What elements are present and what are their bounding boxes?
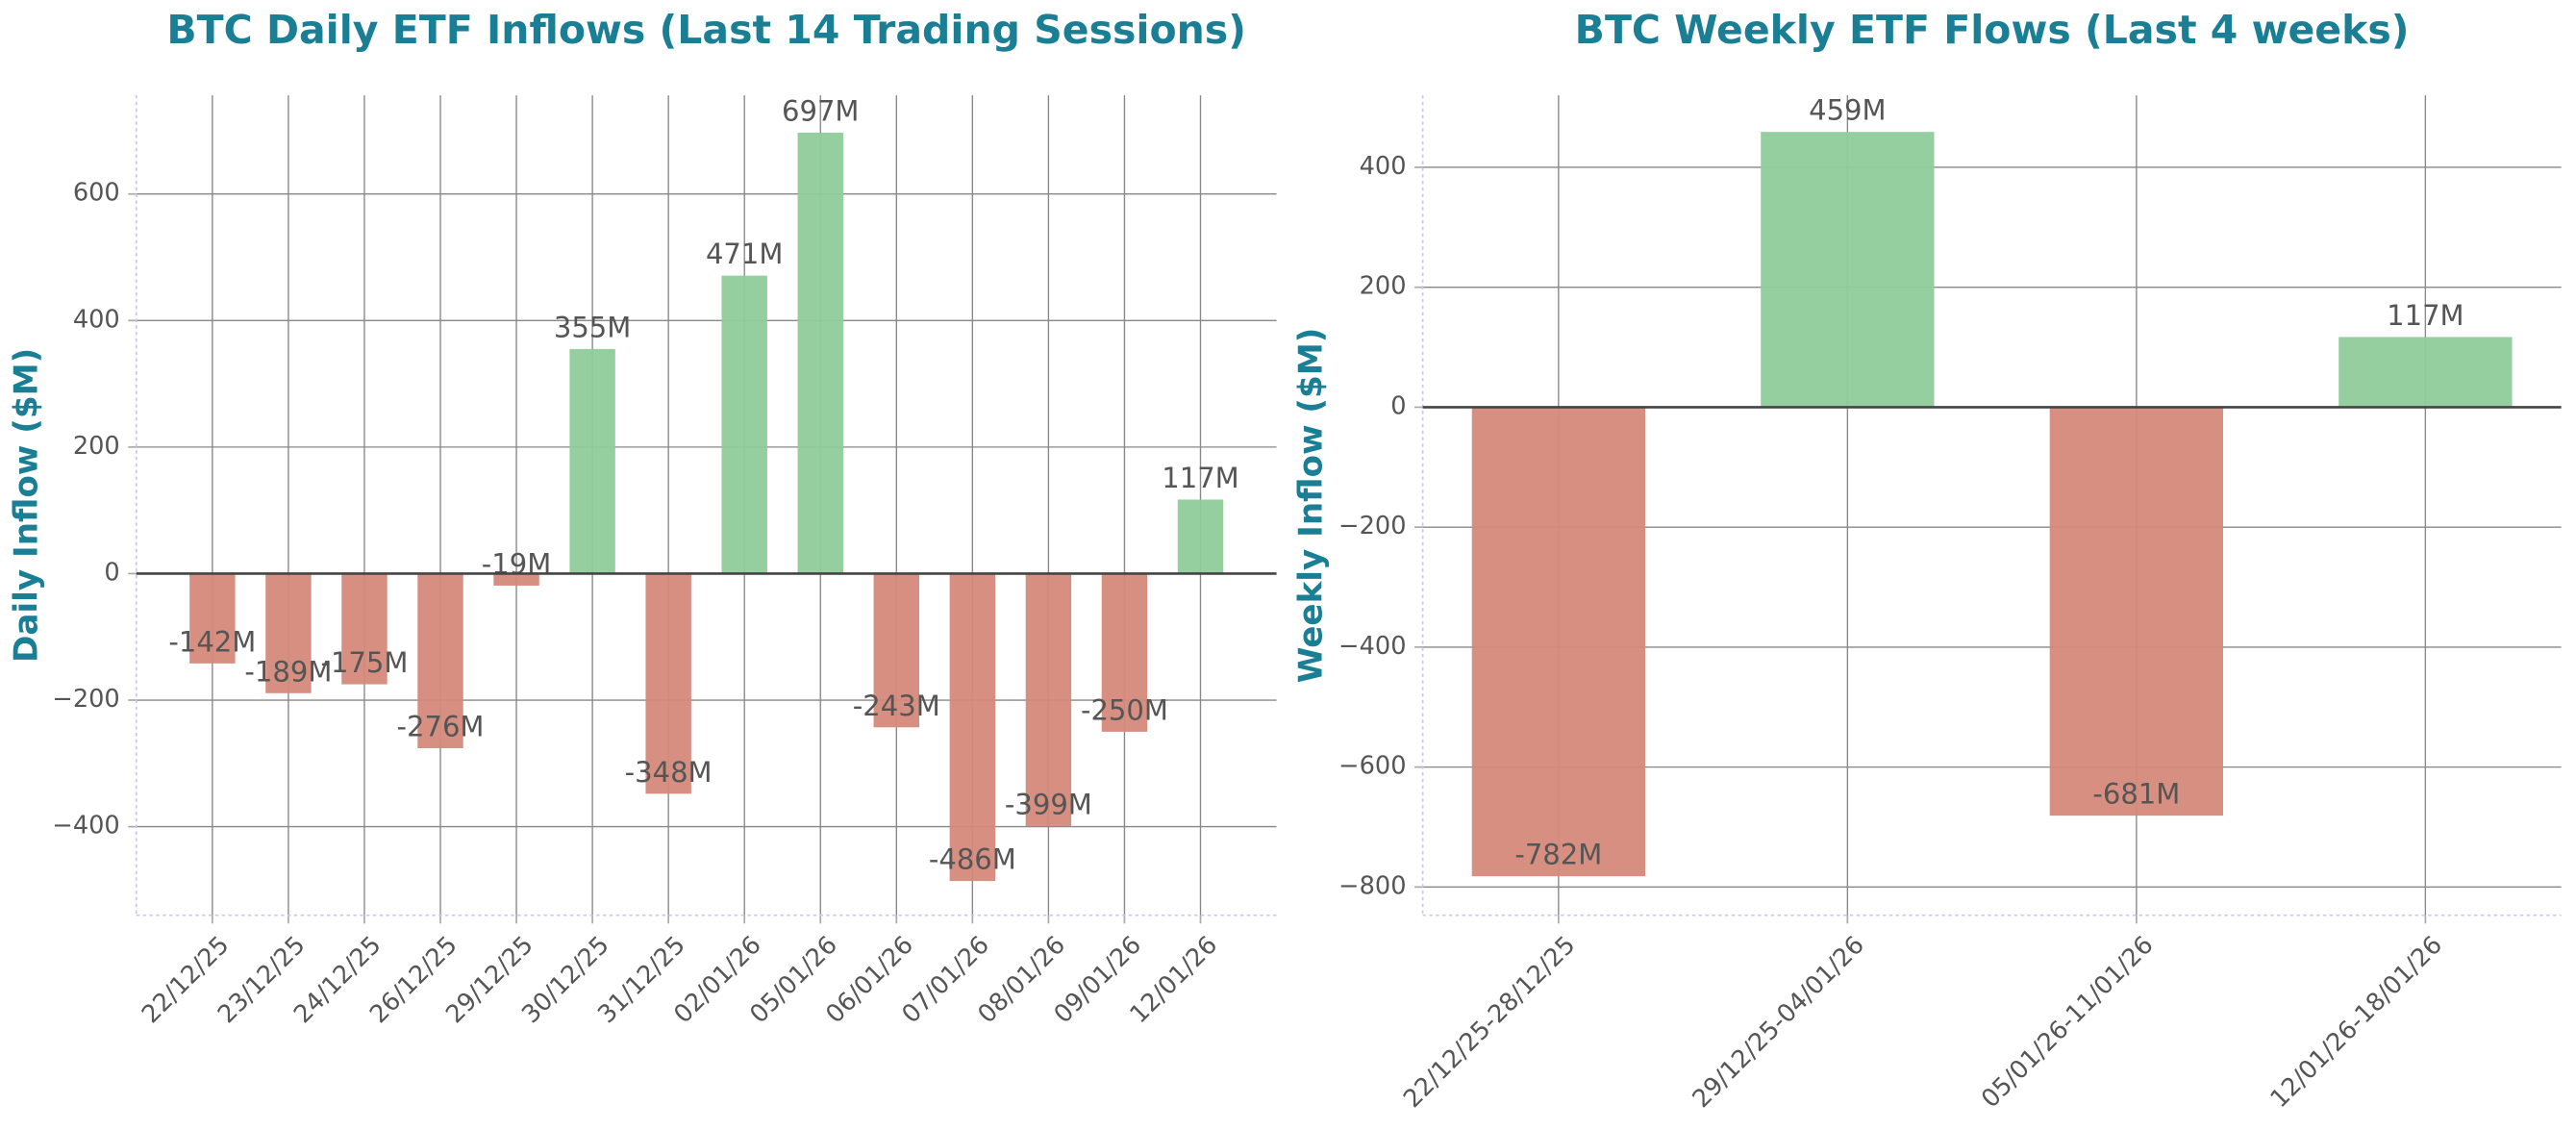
- bar: [1177, 499, 1224, 574]
- y-tick-label: −400: [1338, 632, 1406, 661]
- data-label: -243M: [853, 690, 940, 722]
- bar: [569, 348, 615, 574]
- bar: [797, 132, 843, 574]
- data-label: -276M: [397, 711, 485, 743]
- y-tick-label: −200: [1338, 512, 1406, 540]
- data-label: -19M: [482, 547, 551, 580]
- x-tick-label: 12/01/26-18/01/26: [2265, 931, 2448, 1114]
- x-tick-label: 22/12/25-28/12/25: [1398, 931, 1581, 1114]
- x-tick-label: 05/01/26-11/01/26: [1976, 931, 2159, 1114]
- data-label: 117M: [1162, 462, 1238, 494]
- data-label: 459M: [1809, 94, 1886, 127]
- bar: [1101, 573, 1148, 732]
- y-tick-label: 400: [73, 305, 120, 334]
- data-label: -782M: [1514, 839, 1602, 871]
- data-label: 697M: [782, 94, 859, 127]
- y-tick-label: 600: [73, 179, 120, 208]
- bar: [1761, 132, 1935, 408]
- y-tick-label: −600: [1338, 752, 1406, 781]
- data-label: -399M: [1005, 788, 1092, 820]
- data-label: -486M: [929, 843, 1016, 876]
- data-label: 117M: [2387, 299, 2463, 332]
- y-tick-label: 200: [1360, 272, 1407, 301]
- data-label: -348M: [625, 756, 713, 789]
- bar: [645, 573, 691, 794]
- y-axis-label: Daily Inflow ($M): [8, 348, 46, 663]
- bar: [1025, 573, 1072, 826]
- y-tick-label: 0: [104, 558, 119, 587]
- y-tick-label: −200: [52, 685, 119, 714]
- chart-title: BTC Daily ETF Inflows (Last 14 Trading S…: [166, 7, 1246, 53]
- bar: [1471, 407, 1645, 877]
- bar: [2338, 337, 2513, 408]
- bar: [721, 275, 767, 574]
- data-label: -189M: [244, 655, 332, 688]
- bar: [189, 573, 236, 664]
- y-tick-label: 200: [73, 432, 120, 461]
- x-tick-label: 29/12/25-04/01/26: [1688, 931, 1870, 1114]
- data-label: -681M: [2092, 778, 2180, 811]
- bar: [493, 573, 539, 586]
- bar: [873, 573, 920, 728]
- bar: [2049, 407, 2224, 816]
- bar: [265, 573, 312, 693]
- y-tick-label: 0: [1390, 391, 1406, 420]
- data-label: -250M: [1081, 693, 1168, 726]
- chart-title: BTC Weekly ETF Flows (Last 4 weeks): [1575, 7, 2410, 53]
- bar: [949, 573, 996, 882]
- data-label: -142M: [168, 625, 256, 658]
- y-tick-label: −400: [52, 812, 119, 841]
- y-tick-label: −800: [1338, 871, 1406, 900]
- bar: [341, 573, 388, 685]
- y-tick-label: 400: [1360, 152, 1407, 181]
- data-label: 355M: [554, 311, 631, 343]
- data-label: 471M: [706, 238, 783, 270]
- data-label: -175M: [320, 646, 408, 679]
- y-axis-label: Weekly Inflow ($M): [1292, 328, 1331, 684]
- bar: [417, 573, 463, 749]
